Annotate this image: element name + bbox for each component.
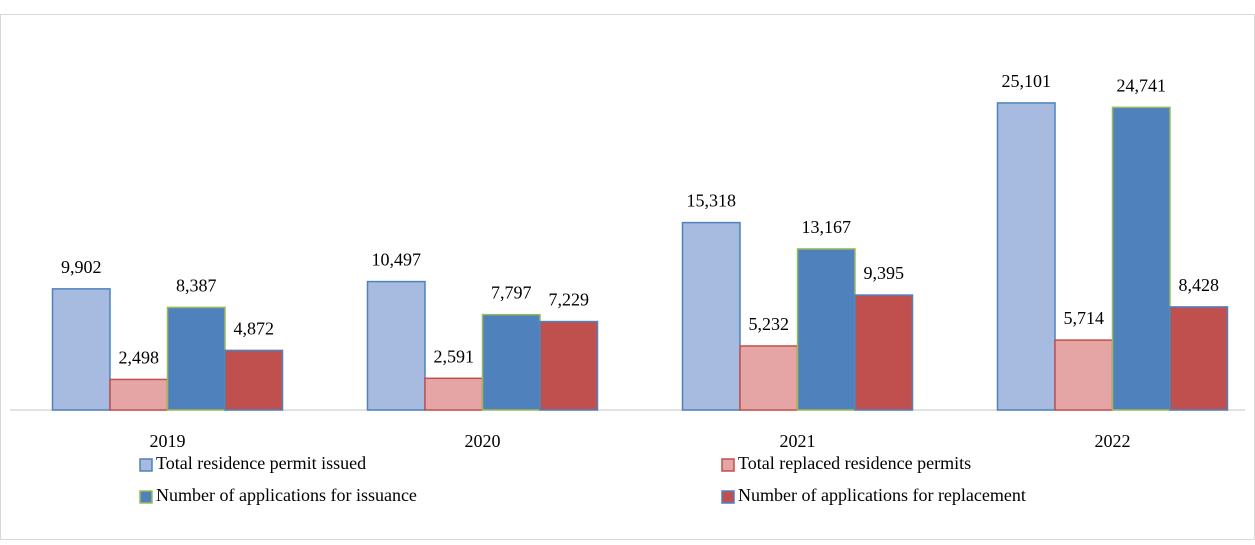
bar <box>854 294 914 411</box>
data-label: 9,395 <box>864 263 905 283</box>
data-label: 5,714 <box>1064 308 1105 328</box>
bar <box>424 377 484 411</box>
legend-swatch <box>721 490 735 504</box>
x-tick-label: 2022 <box>1095 431 1131 451</box>
data-label: 10,497 <box>372 250 422 270</box>
data-label: 2,591 <box>434 346 475 366</box>
bar <box>739 345 799 411</box>
legend-label: Number of applications for replacement <box>738 485 1026 505</box>
data-label: 2,498 <box>119 348 160 368</box>
legend-label: Number of applications for issuance <box>156 485 417 505</box>
data-label: 13,167 <box>802 217 852 237</box>
data-label: 9,902 <box>61 257 102 277</box>
legend-label: Total residence permit issued <box>156 453 366 473</box>
bar <box>1111 106 1171 411</box>
data-label: 8,387 <box>176 276 217 296</box>
bar <box>51 288 111 411</box>
data-label: 5,232 <box>749 314 790 334</box>
bar <box>366 280 426 411</box>
data-label: 15,318 <box>687 191 737 211</box>
x-tick-label: 2021 <box>780 431 816 451</box>
legend-swatch <box>139 490 153 504</box>
bar <box>996 102 1056 411</box>
data-label: 7,797 <box>491 283 532 303</box>
bar <box>1169 306 1229 411</box>
x-tick-label: 2019 <box>150 431 186 451</box>
legend-label: Total replaced residence permits <box>738 453 971 473</box>
data-label: 4,872 <box>234 319 275 339</box>
bar <box>681 221 741 411</box>
bar <box>1054 339 1114 411</box>
x-tick-label: 2020 <box>465 431 501 451</box>
legend-swatch <box>139 458 153 472</box>
bar <box>166 306 226 411</box>
bar <box>109 378 169 411</box>
bar <box>539 320 599 411</box>
data-label: 7,229 <box>549 290 590 310</box>
legend-swatch <box>721 458 735 472</box>
data-label: 24,741 <box>1117 75 1167 95</box>
bar <box>796 248 856 411</box>
data-label: 8,428 <box>1179 275 1220 295</box>
bar <box>224 349 284 411</box>
data-label: 25,101 <box>1002 71 1052 91</box>
bar <box>481 313 541 411</box>
